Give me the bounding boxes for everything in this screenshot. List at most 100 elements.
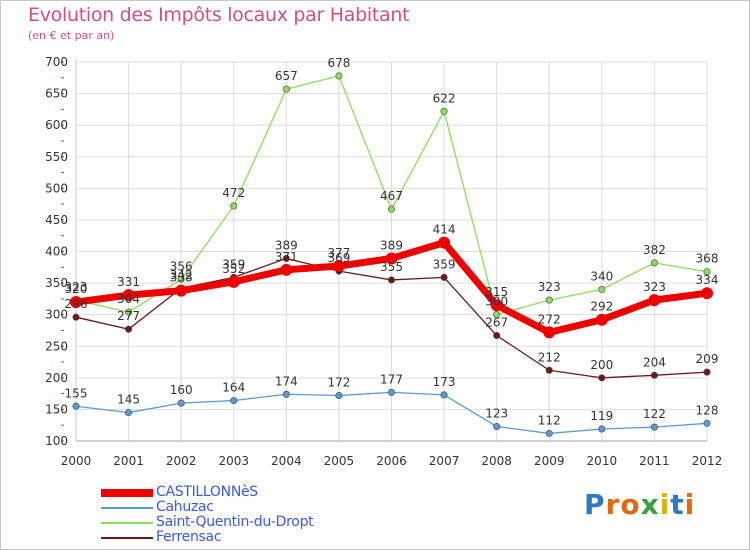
y-tick-label: 150 — [45, 402, 68, 416]
data-point — [650, 423, 658, 431]
legend-swatch-saint-quentin — [101, 522, 153, 524]
logo-letter: r — [605, 488, 621, 521]
data-point — [230, 397, 238, 405]
y-tick-label: 500 — [45, 181, 68, 195]
data-label: 342 — [170, 268, 193, 282]
data-point — [595, 313, 608, 326]
data-label: 200 — [590, 358, 613, 372]
y-tick-label: 450 — [45, 213, 68, 227]
logo-letter: o — [620, 488, 641, 521]
data-point — [493, 311, 501, 319]
legend-swatch-ferrensac — [101, 537, 153, 539]
logo-letter: i — [659, 488, 671, 521]
data-point — [598, 374, 606, 382]
data-label: 277 — [117, 309, 140, 323]
x-tick-label: 2011 — [639, 454, 670, 468]
data-label: 338 — [170, 271, 193, 285]
data-point — [545, 429, 553, 437]
data-point — [125, 325, 133, 333]
data-point — [125, 308, 133, 316]
data-point — [282, 85, 290, 93]
data-point — [177, 399, 185, 407]
x-tick-label: 2000 — [61, 454, 92, 468]
data-label: 323 — [538, 280, 561, 294]
data-label: 369 — [327, 251, 350, 265]
data-point — [493, 422, 501, 430]
data-point — [490, 299, 503, 312]
y-tick-label: 700 — [45, 55, 68, 69]
data-label: 371 — [275, 250, 298, 264]
data-point — [545, 366, 553, 374]
data-point — [545, 296, 553, 304]
data-labels: 323 304 356 472 657 678 467 622 300 323 340 382 368 2… — [65, 56, 719, 428]
data-point — [175, 284, 188, 297]
data-point — [282, 254, 290, 262]
data-label: 204 — [643, 355, 666, 369]
x-tick-label: 2010 — [587, 454, 618, 468]
data-point — [282, 390, 290, 398]
data-label: 377 — [327, 246, 350, 260]
logo-letter: x — [640, 488, 660, 521]
data-point — [440, 391, 448, 399]
logo-letter: i — [684, 488, 696, 521]
data-label: 155 — [65, 386, 88, 400]
data-label: 389 — [380, 238, 403, 252]
data-label: 323 — [65, 280, 88, 294]
data-label: 123 — [485, 406, 508, 420]
data-point — [387, 276, 395, 284]
x-tick-label: 2009 — [534, 454, 565, 468]
x-tick-label: 2012 — [692, 454, 723, 468]
data-label: 472 — [222, 186, 245, 200]
data-label: 209 — [696, 352, 719, 366]
data-label: 212 — [538, 350, 561, 364]
axes — [61, 58, 707, 442]
data-point — [387, 205, 395, 213]
data-label: 174 — [275, 374, 298, 388]
data-point — [493, 332, 501, 340]
data-label: 382 — [643, 243, 666, 257]
y-tick-label: 200 — [45, 371, 68, 385]
data-label: 355 — [380, 260, 403, 274]
data-label: 356 — [170, 259, 193, 273]
data-label: 300 — [485, 295, 508, 309]
chart-subtitle: (en € et par an) — [28, 29, 115, 42]
data-label: 160 — [170, 383, 193, 397]
legend-label: Ferrensac — [156, 529, 222, 545]
chart-title: Evolution des Impôts locaux par Habitant — [28, 4, 410, 26]
data-label: 145 — [117, 393, 140, 407]
data-point — [70, 296, 82, 309]
data-point — [385, 252, 398, 265]
legend-label: CASTILLONNèS — [156, 484, 258, 500]
data-label: 622 — [433, 91, 456, 105]
data-point — [122, 289, 135, 302]
data-label: 292 — [590, 300, 613, 314]
data-label: 315 — [485, 285, 508, 299]
data-point — [125, 409, 133, 417]
data-point — [703, 268, 711, 276]
data-label: 272 — [538, 312, 561, 326]
x-tick-label: 2008 — [481, 454, 512, 468]
data-point — [332, 260, 345, 273]
data-point — [177, 275, 185, 283]
y-tick-label: 250 — [45, 339, 68, 353]
data-point — [703, 368, 711, 376]
data-label: 389 — [275, 238, 298, 252]
data-label: 172 — [327, 376, 350, 390]
data-label: 467 — [380, 189, 403, 203]
x-tick-label: 2003 — [218, 454, 249, 468]
data-label: 359 — [433, 257, 456, 271]
data-point — [335, 72, 343, 80]
data-label: 352 — [222, 262, 245, 276]
x-tick-label: 2004 — [271, 454, 302, 468]
data-label: 267 — [485, 316, 508, 330]
y-tick-label: 650 — [45, 87, 68, 101]
data-point — [440, 107, 448, 115]
legend-swatch-cahuzac — [101, 507, 153, 509]
data-label: 334 — [696, 273, 719, 287]
data-label: 177 — [380, 372, 403, 386]
data-point — [543, 326, 556, 339]
data-label: 119 — [590, 409, 613, 423]
data-point — [280, 263, 293, 276]
